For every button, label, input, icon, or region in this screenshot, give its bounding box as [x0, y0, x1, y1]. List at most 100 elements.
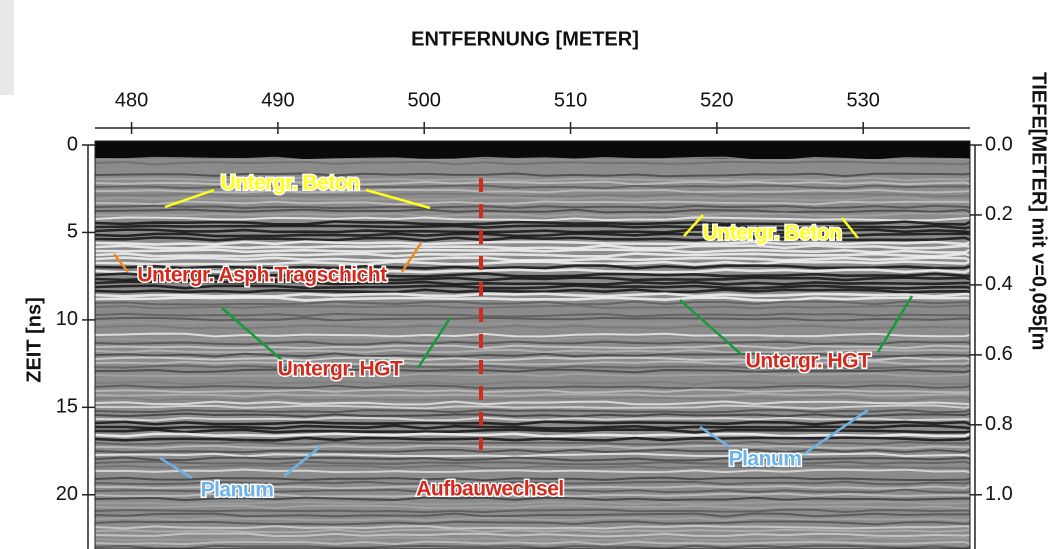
annotation-leader: [803, 408, 869, 456]
reflection-stripe: [94, 480, 971, 486]
reflection-stripe: [94, 420, 971, 426]
reflection-stripe: [94, 536, 971, 542]
reflection-stripe: [94, 380, 971, 386]
reflection-stripe: [94, 224, 971, 230]
reflection-stripe: [94, 508, 971, 514]
reflection-stripe: [94, 396, 971, 402]
annotation-leader: [841, 217, 859, 239]
reflection-stripe: [94, 388, 971, 394]
reflection-stripe: [94, 204, 971, 210]
reflection-stripe: [94, 180, 971, 186]
reflection-stripe: [94, 384, 971, 390]
annotation: Untergr. Asph.Tragschicht: [137, 264, 387, 287]
reflection-stripe: [94, 320, 971, 326]
reflection-stripe: [94, 444, 971, 450]
reflection-stripe: [94, 328, 971, 334]
reflection-stripe: [94, 280, 971, 286]
annotation: Planum: [729, 448, 802, 471]
y2-axis-title: TIEFE[METER] mit v=0,095[m: [1028, 72, 1050, 350]
y2-tick-label: 0.4: [985, 273, 1013, 295]
reflection-stripe: [94, 452, 971, 458]
reflection-stripe: [94, 156, 971, 162]
annotation-leader: [876, 295, 914, 353]
reflection-stripe: [94, 252, 971, 258]
annotation-leader: [365, 188, 431, 210]
y2-tick-label: 0.0: [985, 133, 1013, 155]
reflection-stripe: [94, 540, 971, 546]
reflection-stripe: [94, 188, 971, 194]
reflection-stripe: [94, 544, 971, 549]
reflection-stripe: [94, 488, 971, 494]
y-tick-label: 20: [56, 483, 78, 505]
annotation-leader: [679, 299, 743, 356]
reflection-stripe: [94, 524, 971, 530]
annotation-leader: [416, 317, 452, 369]
reflection-stripe: [94, 520, 971, 526]
y-tick-label: 0: [67, 133, 78, 155]
reflection-stripe: [94, 296, 971, 302]
reflection-stripe: [94, 460, 971, 466]
reflection-stripe: [94, 272, 971, 278]
reflection-stripe: [94, 340, 971, 346]
reflection-stripe: [94, 360, 971, 366]
reflection-stripe: [94, 492, 971, 498]
x-tick-label: 500: [408, 89, 441, 111]
corner-box: [0, 0, 14, 95]
reflection-stripe: [94, 228, 971, 234]
y2-tick-label: 1.0: [985, 483, 1013, 505]
reflection-stripe: [94, 512, 971, 518]
reflection-stripe: [94, 528, 971, 534]
y2-tick-label: 0.6: [985, 343, 1013, 365]
reflection-stripe: [94, 212, 971, 218]
x-tick-label: 530: [846, 89, 879, 111]
reflection-stripe: [94, 288, 971, 294]
reflection-stripe: [94, 496, 971, 502]
plot-frame: [94, 140, 971, 549]
reflection-stripe: [94, 476, 971, 482]
reflection-stripe: [94, 264, 971, 270]
reflection-stripe: [94, 196, 971, 202]
reflection-stripe: [94, 484, 971, 490]
x-tick-label: 480: [115, 89, 148, 111]
annotation: Untergr. HGT: [746, 350, 871, 373]
surface-band: [95, 141, 970, 159]
y2-tick-label: 0.8: [985, 413, 1013, 435]
annotation: Aufbauwechsel: [416, 478, 564, 501]
x-tick-label: 510: [554, 89, 587, 111]
plot-area: [94, 140, 971, 549]
reflection-stripe: [94, 412, 971, 418]
reflection-stripe: [94, 432, 971, 438]
reflection-stripe: [94, 304, 971, 310]
reflection-stripe: [94, 356, 971, 362]
reflection-stripe: [94, 176, 971, 182]
reflection-stripe: [94, 372, 971, 378]
annotation-leader: [221, 307, 285, 363]
reflection-stripe: [94, 392, 971, 398]
reflection-stripe: [94, 316, 971, 322]
reflection-stripe: [94, 348, 971, 354]
annotation: Untergr. HGT: [278, 358, 403, 381]
reflection-stripe: [94, 428, 971, 434]
reflection-stripe: [94, 200, 971, 206]
reflection-stripe: [94, 352, 971, 358]
annotation: Untergr. Beton: [703, 222, 842, 245]
x-tick-label: 490: [261, 89, 294, 111]
reflection-stripe: [94, 368, 971, 374]
reflection-stripe: [94, 308, 971, 314]
reflection-stripe: [94, 284, 971, 290]
reflection-stripe: [94, 312, 971, 318]
reflection-stripe: [94, 332, 971, 338]
reflection-stripe: [94, 436, 971, 442]
reflection-stripe: [94, 244, 971, 250]
reflection-stripe: [94, 236, 971, 242]
reflection-stripe: [94, 192, 971, 198]
reflection-stripe: [94, 256, 971, 262]
annotation: Planum: [201, 479, 274, 502]
reflection-stripe: [94, 276, 971, 282]
reflection-stripe: [94, 168, 971, 174]
reflection-stripe: [94, 268, 971, 274]
reflection-stripe: [94, 232, 971, 238]
reflection-stripe: [94, 300, 971, 306]
annotation-leader: [113, 253, 129, 273]
